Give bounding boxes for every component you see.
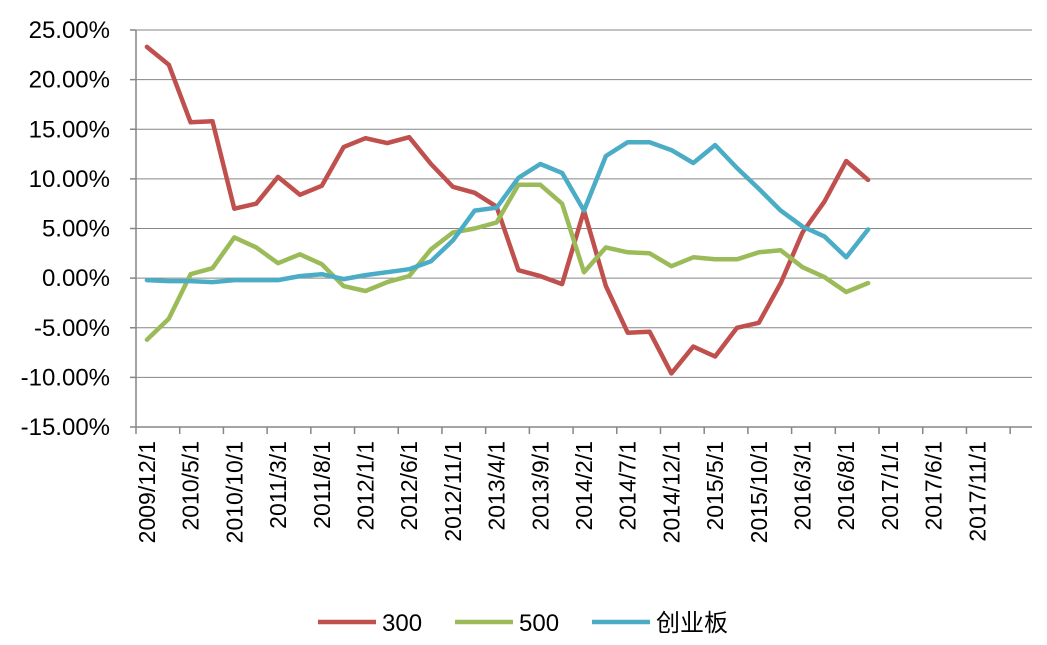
x-tick-label: 2014/7/1	[615, 441, 641, 531]
y-tick-label: 20.00%	[29, 67, 110, 94]
series-line-3	[144, 139, 871, 285]
legend-label-1: 300	[382, 610, 422, 637]
x-axis-tick-marks	[135, 427, 1011, 434]
legend: 300 500 创业板	[318, 610, 728, 637]
series-line-2	[144, 182, 871, 342]
y-tick-label: -15.00%	[21, 414, 110, 441]
x-tick-label: 2013/9/1	[527, 441, 553, 531]
y-tick-label: 10.00%	[29, 166, 110, 193]
x-tick-label: 2016/3/1	[790, 441, 816, 531]
x-tick-label: 2015/10/1	[746, 441, 772, 543]
legend-label-2: 500	[519, 610, 559, 637]
y-tick-label: -5.00%	[34, 315, 110, 342]
series-lines	[144, 44, 871, 376]
x-axis-tick-labels: 2009/12/1 2010/5/1 2010/10/1 2011/3/1 2011/8…	[134, 441, 990, 543]
x-tick-label: 2012/6/1	[396, 441, 422, 531]
x-tick-label: 2014/2/1	[571, 441, 597, 531]
y-tick-label: 0.00%	[42, 265, 110, 292]
x-tick-label: 2010/5/1	[178, 441, 204, 531]
y-tick-label: 15.00%	[29, 116, 110, 143]
x-tick-label: 2013/4/1	[484, 441, 510, 531]
y-tick-label: 25.00%	[29, 17, 110, 44]
x-tick-label: 2011/8/1	[309, 441, 335, 529]
x-tick-label: 2015/5/1	[702, 441, 728, 531]
x-tick-label: 2016/8/1	[833, 441, 859, 531]
x-tick-label: 2017/1/1	[877, 441, 903, 531]
x-tick-label: 2010/10/1	[221, 441, 247, 543]
y-axis-tick-labels: 25.00% 20.00% 15.00% 10.00% 5.00% 0.00% -5.00%…	[21, 17, 136, 441]
x-tick-label: 2009/12/1	[134, 441, 160, 543]
series-line-1	[144, 44, 871, 376]
x-tick-label: 2011/3/1	[265, 441, 291, 529]
x-tick-label: 2012/1/1	[352, 441, 378, 531]
x-tick-label: 2012/11/1	[440, 441, 466, 542]
x-tick-label: 2017/6/1	[921, 441, 947, 531]
y-tick-label: -10.00%	[21, 364, 110, 391]
y-tick-label: 5.00%	[42, 216, 110, 243]
legend-label-3: 创业板	[656, 610, 728, 637]
x-tick-label: 2014/12/1	[658, 441, 684, 543]
x-tick-label: 2017/11/1	[964, 441, 990, 542]
gridlines	[136, 29, 1032, 378]
